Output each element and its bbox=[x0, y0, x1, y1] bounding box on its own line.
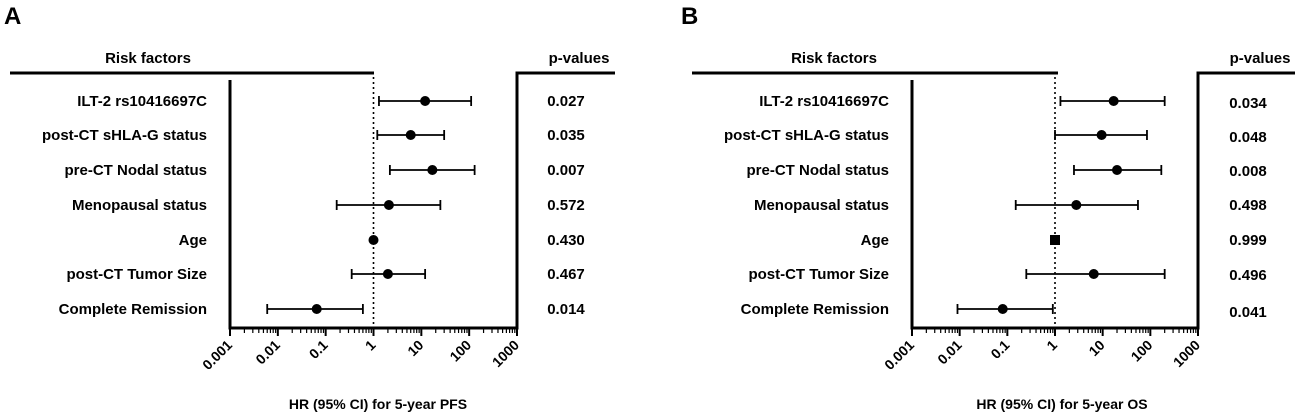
x-tick-label: 10 bbox=[404, 337, 426, 359]
hr-point bbox=[1050, 235, 1060, 245]
hr-point bbox=[382, 269, 393, 279]
x-tick-label: 0.001 bbox=[199, 337, 235, 373]
x-tick-label: 1 bbox=[1043, 337, 1060, 354]
x-tick-label: 0.01 bbox=[934, 337, 965, 368]
risk-factor-label: Menopausal status bbox=[72, 197, 207, 214]
p-value: 0.027 bbox=[547, 93, 585, 110]
x-axis-label: HR (95% CI) for 5-year OS bbox=[976, 396, 1147, 412]
hr-point bbox=[383, 200, 394, 210]
p-value: 0.008 bbox=[1229, 163, 1267, 180]
x-tick-label: 100 bbox=[1128, 337, 1156, 365]
x-tick-label: 1000 bbox=[1170, 337, 1203, 370]
risk-factors-header: Risk factors bbox=[105, 50, 191, 67]
p-value: 0.034 bbox=[1229, 95, 1267, 112]
x-tick-label: 1000 bbox=[489, 337, 522, 370]
x-tick-label: 1 bbox=[362, 337, 379, 354]
p-values-header: p-values bbox=[549, 50, 610, 67]
hr-point bbox=[368, 235, 379, 245]
p-value: 0.498 bbox=[1229, 197, 1267, 214]
p-value: 0.041 bbox=[1229, 304, 1267, 321]
risk-factor-label: Complete Remission bbox=[59, 301, 207, 318]
p-value: 0.014 bbox=[547, 301, 585, 318]
forest-panel-b: B Risk factors p-values 0.001 0.01 0.1 1 10 100 1… bbox=[681, 3, 1295, 412]
x-tick-label: 0.1 bbox=[987, 337, 1012, 362]
x-tick-label: 0.1 bbox=[306, 337, 331, 362]
hr-point bbox=[997, 304, 1008, 314]
p-value: 0.007 bbox=[547, 162, 585, 179]
panel-letter: B bbox=[681, 3, 698, 30]
risk-factor-label: pre-CT Nodal status bbox=[746, 162, 889, 179]
hr-point bbox=[405, 130, 416, 140]
x-tick-label: 10 bbox=[1085, 337, 1107, 359]
risk-factor-label: Menopausal status bbox=[754, 197, 889, 214]
risk-factor-label: post-CT sHLA-G status bbox=[724, 127, 889, 144]
risk-factor-label: Age bbox=[179, 232, 207, 249]
hr-point bbox=[311, 304, 322, 314]
risk-factor-label: post-CT sHLA-G status bbox=[42, 127, 207, 144]
hr-point bbox=[427, 165, 438, 175]
hr-point bbox=[1108, 96, 1119, 106]
risk-factor-label: post-CT Tumor Size bbox=[66, 266, 207, 283]
risk-factor-label: ILT-2 rs10416697C bbox=[77, 93, 207, 110]
risk-factor-label: Complete Remission bbox=[741, 301, 889, 318]
risk-factor-label: Age bbox=[861, 232, 889, 249]
p-value: 0.572 bbox=[547, 197, 585, 214]
p-value: 0.496 bbox=[1229, 267, 1267, 284]
p-value: 0.035 bbox=[547, 127, 585, 144]
hr-point bbox=[1071, 200, 1082, 210]
x-tick-label: 0.001 bbox=[881, 337, 917, 373]
p-value: 0.467 bbox=[547, 266, 585, 283]
x-tick-label: 0.01 bbox=[252, 337, 283, 368]
p-value: 0.430 bbox=[547, 232, 585, 249]
forest-panel-a: A Risk factors p-values 0.001 0.01 0.1 1 10 100 1… bbox=[4, 3, 615, 412]
hr-point bbox=[1088, 269, 1099, 279]
p-value: 0.999 bbox=[1229, 232, 1267, 249]
risk-factors-header: Risk factors bbox=[791, 50, 877, 67]
x-axis-label: HR (95% CI) for 5-year PFS bbox=[289, 396, 467, 412]
p-values-header: p-values bbox=[1230, 50, 1291, 67]
risk-factor-label: pre-CT Nodal status bbox=[64, 162, 207, 179]
panel-letter: A bbox=[4, 3, 21, 30]
risk-factor-label: post-CT Tumor Size bbox=[748, 266, 889, 283]
hr-point bbox=[420, 96, 431, 106]
p-value: 0.048 bbox=[1229, 129, 1267, 146]
x-tick-label: 100 bbox=[446, 337, 474, 365]
risk-factor-label: ILT-2 rs10416697C bbox=[759, 93, 889, 110]
hr-point bbox=[1096, 130, 1107, 140]
hr-point bbox=[1112, 165, 1123, 175]
